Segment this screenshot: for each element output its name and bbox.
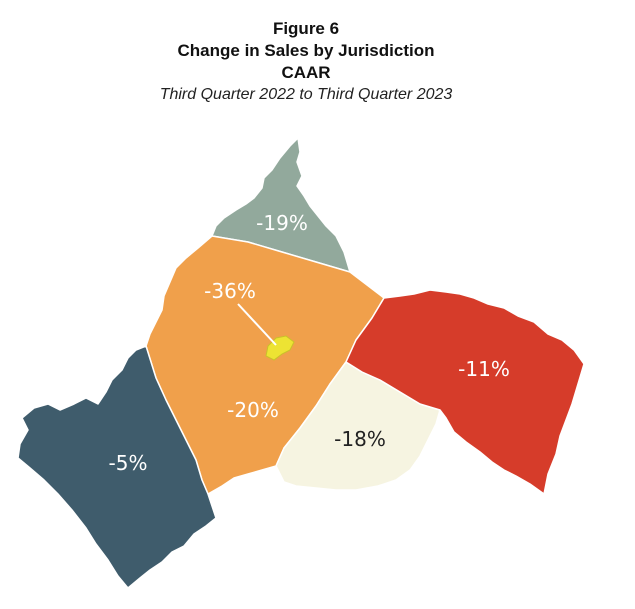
label-southwest: -5% xyxy=(109,451,148,475)
label-southeast: -18% xyxy=(334,427,386,451)
label-north: -19% xyxy=(256,211,308,235)
figure-subtitle: Third Quarter 2022 to Third Quarter 2023 xyxy=(159,86,453,103)
city-leader-line xyxy=(237,303,277,346)
region-southwest[interactable] xyxy=(17,345,217,589)
region-east[interactable] xyxy=(345,289,585,495)
label-central: -20% xyxy=(227,398,279,422)
figure-number: Figure 6 xyxy=(272,19,340,38)
title-block: Figure 6 Change in Sales by Jurisdiction… xyxy=(0,18,612,106)
organization-name: CAAR xyxy=(281,63,331,82)
figure-title: Change in Sales by Jurisdiction xyxy=(177,41,435,60)
label-east: -11% xyxy=(458,357,510,381)
label-city: -36% xyxy=(204,279,256,303)
